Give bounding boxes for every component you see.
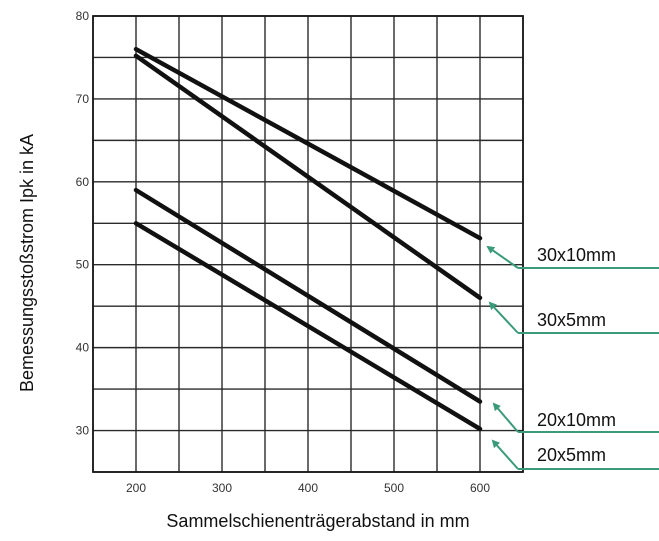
y-tick-label: 70 — [76, 92, 90, 106]
x-axis-title: Sammelschienenträgerabstand in mm — [166, 511, 469, 531]
series-label-30x5mm: 30x5mm — [537, 310, 606, 330]
series-line-30x10mm — [133, 46, 483, 241]
series-line-20x10mm — [133, 187, 483, 404]
callout-arrow — [488, 301, 519, 334]
series-label-20x5mm: 20x5mm — [537, 445, 606, 465]
x-tick-label: 200 — [126, 481, 146, 495]
series-label-30x10mm: 30x10mm — [537, 245, 616, 265]
y-tick-label: 60 — [76, 175, 90, 189]
callout-arrow — [492, 402, 519, 433]
x-tick-label: 400 — [298, 481, 318, 495]
x-tick-label: 500 — [384, 481, 404, 495]
y-tick-label: 50 — [76, 258, 90, 272]
series-callouts: 30x10mm 30x5mm 20x10mm 20x5mm — [486, 245, 659, 470]
series-line-30x5mm — [133, 53, 483, 301]
x-tick-label: 600 — [470, 481, 490, 495]
series-line-20x5mm — [133, 221, 483, 432]
series-lines — [133, 46, 483, 432]
plot-frame — [92, 15, 524, 473]
series-label-20x10mm: 20x10mm — [537, 410, 616, 430]
y-axis-title: Bemessungsstoßstrom Ipk in kA — [17, 134, 37, 392]
y-tick-label: 80 — [76, 9, 90, 23]
y-tick-label: 30 — [76, 424, 90, 438]
x-tick-label: 300 — [212, 481, 232, 495]
grid — [92, 15, 524, 473]
y-tick-label: 40 — [76, 341, 90, 355]
callout-arrow — [491, 439, 519, 470]
tick-labels: 200 300 400 500 600 30 40 50 60 70 80 — [76, 9, 491, 495]
callout-arrow — [486, 245, 519, 269]
